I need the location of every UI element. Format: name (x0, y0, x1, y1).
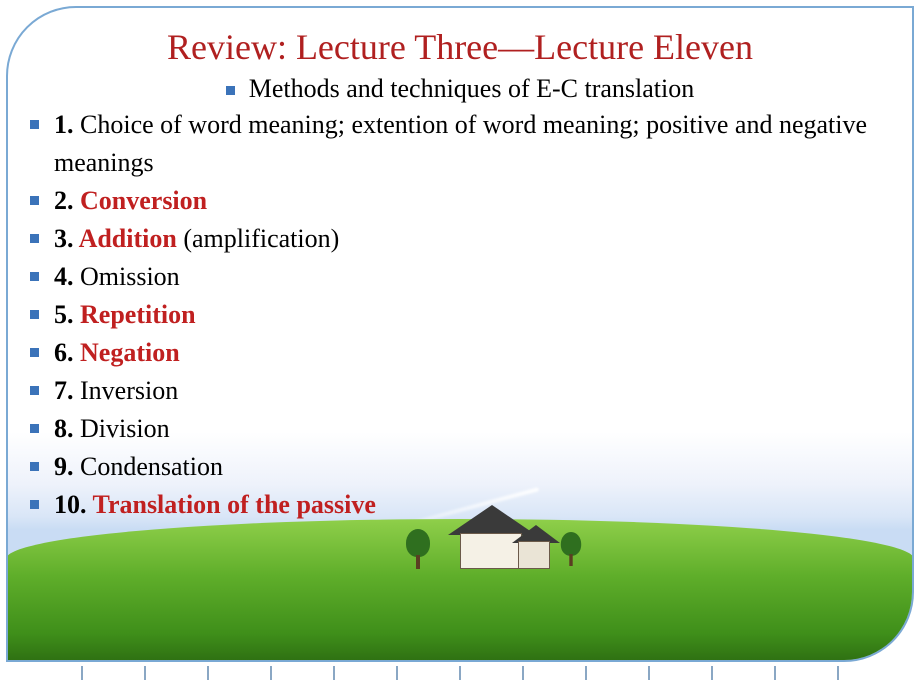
tick-mark (648, 666, 650, 680)
bullet-icon (30, 386, 39, 395)
list-item: 5. Repetition (30, 296, 892, 334)
item-number: 7. (54, 376, 74, 405)
bullet-icon (30, 196, 39, 205)
bullet-list: 1. Choice of word meaning; extention of … (28, 106, 892, 523)
item-number: 1. (54, 110, 74, 139)
item-number: 3. (54, 224, 74, 253)
item-number: 2. (54, 186, 74, 215)
tick-mark (522, 666, 524, 680)
bullet-icon (30, 348, 39, 357)
bullet-icon (30, 462, 39, 471)
item-number: 4. (54, 262, 74, 291)
subtitle-row: Methods and techniques of E-C translatio… (28, 74, 892, 104)
list-item: 6. Negation (30, 334, 892, 372)
list-item: 7. Inversion (30, 372, 892, 410)
bullet-icon (30, 272, 39, 281)
item-text: Choice of word meaning; extention of wor… (54, 110, 867, 177)
item-number: 10. (54, 490, 87, 519)
tick-mark (711, 666, 713, 680)
bullet-icon (30, 120, 39, 129)
list-item: 2. Conversion (30, 182, 892, 220)
slide-frame: Review: Lecture Three—Lecture Eleven Met… (6, 6, 914, 662)
bullet-icon (30, 234, 39, 243)
item-suffix: (amplification) (177, 224, 339, 253)
item-highlight: Negation (74, 338, 180, 367)
bullet-icon (30, 500, 39, 509)
decor-tree-left (406, 529, 430, 569)
slide-subtitle: Methods and techniques of E-C translatio… (249, 74, 695, 103)
item-number: 8. (54, 414, 74, 443)
item-text: Condensation (74, 452, 224, 481)
item-text: Omission (74, 262, 180, 291)
item-highlight: Translation of the passive (87, 490, 376, 519)
list-item: 10. Translation of the passive (30, 486, 892, 524)
tick-mark (459, 666, 461, 680)
item-highlight: Addition (74, 224, 177, 253)
decor-tree-right (561, 532, 581, 566)
item-number: 9. (54, 452, 74, 481)
list-item: 4. Omission (30, 258, 892, 296)
tick-mark (207, 666, 209, 680)
list-item: 9. Condensation (30, 448, 892, 486)
item-number: 5. (54, 300, 74, 329)
list-item: 8. Division (30, 410, 892, 448)
tick-mark (144, 666, 146, 680)
item-highlight: Repetition (74, 300, 196, 329)
bullet-icon (226, 86, 235, 95)
slide-title: Review: Lecture Three—Lecture Eleven (28, 26, 892, 68)
tick-mark (333, 666, 335, 680)
bullet-icon (30, 424, 39, 433)
tick-mark (774, 666, 776, 680)
tick-mark (270, 666, 272, 680)
list-item: 1. Choice of word meaning; extention of … (30, 106, 892, 182)
item-text: Division (74, 414, 170, 443)
bottom-ticks (0, 666, 920, 690)
item-text: Inversion (74, 376, 179, 405)
tick-mark (585, 666, 587, 680)
tick-mark (396, 666, 398, 680)
item-highlight: Conversion (74, 186, 208, 215)
slide-content: Review: Lecture Three—Lecture Eleven Met… (28, 26, 892, 523)
list-item: 3. Addition (amplification) (30, 220, 892, 258)
tick-mark (81, 666, 83, 680)
item-number: 6. (54, 338, 74, 367)
bullet-icon (30, 310, 39, 319)
tick-mark (837, 666, 839, 680)
